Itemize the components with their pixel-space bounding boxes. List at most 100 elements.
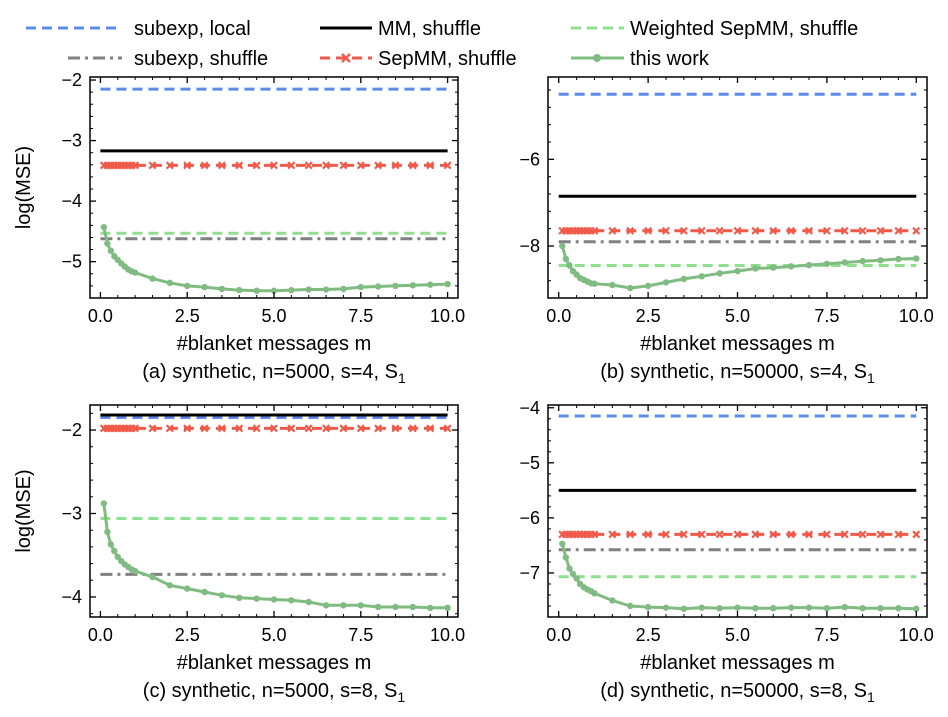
data-point-this-work [131, 567, 139, 575]
data-point-this-work [149, 573, 156, 581]
data-point-this-work [662, 279, 670, 286]
data-point-sepmm-shuffle [270, 161, 278, 170]
data-point-this-work [841, 259, 848, 266]
data-point-this-work [787, 263, 795, 270]
data-point-this-work [680, 275, 688, 283]
x-tick-label: 2.5 [175, 625, 200, 645]
plot-frame [89, 404, 459, 618]
y-axis-label: log(MSE) [13, 469, 35, 552]
data-point-this-work [716, 604, 723, 612]
data-point-this-work [374, 283, 382, 290]
panel-c: 0.0 2.5 5.0 7.5 10.0 −4 −3 −2 #blanket messages … [13, 404, 465, 705]
data-point-sepmm-shuffle [805, 530, 813, 539]
data-point-sepmm-shuffle [322, 161, 331, 170]
data-point-this-work [627, 602, 634, 610]
data-point-this-work [734, 604, 741, 611]
x-tick-label: 5.0 [725, 625, 750, 645]
panel-caption: (d) synthetic, n=50000, s=8, S1 [600, 680, 875, 705]
y-axis-label: log(MSE) [13, 146, 35, 229]
legend-item-weighted-sepmm: Weighted SepMM, shuffle [571, 18, 858, 40]
data-point-sepmm-shuffle [662, 226, 670, 235]
data-point-this-work [913, 605, 920, 612]
legend-label-sepmm-shuffle: SepMM, shuffle [378, 48, 517, 70]
data-point-sepmm-shuffle [644, 226, 653, 235]
data-point-this-work [107, 541, 115, 548]
data-point-sepmm-shuffle [751, 530, 760, 539]
panel-a: 0.0 2.5 5.0 7.5 10.0 −5 −4 −3 −2 #blanket message… [13, 70, 465, 386]
data-point-sepmm-shuffle [608, 226, 617, 235]
data-point-this-work [716, 270, 723, 277]
data-point-this-work [823, 604, 831, 612]
data-point-sepmm-shuffle [697, 226, 706, 235]
data-point-this-work [100, 223, 108, 231]
data-point-this-work [805, 604, 813, 611]
x-tick-label: 10.0 [430, 625, 465, 645]
data-point-this-work [734, 267, 741, 275]
data-point-this-work [253, 287, 260, 294]
data-point-this-work [322, 602, 330, 609]
data-point-this-work [627, 284, 634, 292]
data-point-sepmm-shuffle [374, 161, 383, 170]
data-point-sepmm-shuffle [751, 226, 760, 235]
x-tick-label: 0.0 [546, 625, 571, 645]
data-point-this-work [111, 547, 118, 555]
legend-label-mm-shuffle: MM, shuffle [378, 18, 481, 40]
data-point-this-work [340, 285, 347, 293]
data-point-sepmm-shuffle [235, 161, 244, 170]
x-tick-label: 7.5 [348, 306, 373, 326]
data-point-sepmm-shuffle [590, 530, 599, 539]
series-line-this-work [560, 543, 917, 611]
data-point-this-work [131, 269, 139, 276]
data-point-this-work [236, 594, 243, 602]
data-point-this-work [562, 255, 570, 263]
legend-item-sepmm-shuffle: SepMM, shuffle [320, 48, 517, 70]
data-point-this-work [698, 604, 705, 611]
data-point-sepmm-shuffle [894, 226, 903, 235]
x-tick-label: 5.0 [725, 306, 750, 326]
data-point-this-work [913, 255, 920, 262]
legend-marker-this-work [593, 54, 601, 62]
x-tick-label: 2.5 [175, 306, 200, 326]
data-point-this-work [166, 582, 174, 589]
x-tick-label: 7.5 [814, 306, 839, 326]
y-tick-label: −2 [61, 420, 82, 440]
data-point-sepmm-shuffle [270, 424, 278, 433]
data-point-sepmm-shuffle [769, 530, 778, 539]
x-tick-label: 7.5 [814, 625, 839, 645]
data-point-this-work [218, 285, 226, 293]
x-axis-label: #blanket messages m [640, 333, 835, 355]
data-point-this-work [895, 255, 902, 263]
data-point-sepmm-shuffle [287, 424, 296, 433]
data-point-sepmm-shuffle [787, 226, 796, 235]
data-point-sepmm-shuffle [715, 530, 724, 539]
data-point-sepmm-shuffle [408, 161, 417, 170]
data-point-sepmm-shuffle [733, 226, 742, 235]
data-point-this-work [877, 257, 884, 264]
data-point-sepmm-shuffle [715, 226, 724, 235]
data-point-sepmm-shuffle [322, 424, 331, 433]
data-point-sepmm-shuffle [426, 161, 435, 170]
data-point-this-work [770, 604, 777, 612]
series-line-this-work [102, 226, 448, 293]
data-point-sepmm-shuffle [252, 424, 261, 433]
y-tick-label: −6 [519, 508, 540, 528]
data-point-sepmm-shuffle [822, 530, 831, 539]
y-tick-label: −3 [61, 131, 82, 151]
data-point-this-work [573, 575, 580, 582]
data-point-sepmm-shuffle [769, 226, 778, 235]
data-point-this-work [184, 282, 191, 290]
data-point-sepmm-shuffle [912, 226, 921, 235]
data-point-this-work [752, 604, 759, 612]
data-point-sepmm-shuffle [252, 161, 261, 170]
data-point-sepmm-shuffle [148, 424, 157, 433]
data-point-this-work [805, 261, 813, 269]
y-tick-label: −4 [61, 191, 82, 211]
legend-label-this-work: this work [630, 48, 710, 70]
x-tick-label: 10.0 [899, 306, 934, 326]
data-point-this-work [698, 273, 705, 280]
data-point-sepmm-shuffle [840, 530, 849, 539]
data-point-sepmm-shuffle [787, 530, 796, 539]
data-point-sepmm-shuffle [805, 226, 813, 235]
data-point-sepmm-shuffle [339, 424, 348, 433]
